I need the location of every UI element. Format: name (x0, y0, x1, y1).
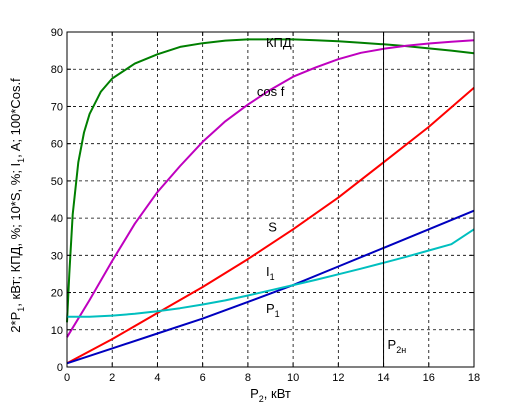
series-label: S (268, 220, 277, 235)
plot-background (67, 32, 474, 367)
x-tick-label: 6 (200, 372, 206, 384)
series-label: КПД (266, 35, 292, 50)
y-tick-label: 90 (51, 27, 63, 39)
x-tick-label: 14 (377, 372, 389, 384)
series-label: P1 (266, 301, 280, 319)
series-label: cos f (257, 84, 285, 99)
x-axis-label: P2, кВт (250, 386, 291, 404)
rated-power-label: P2н (388, 337, 407, 355)
series-line-p1 (67, 228, 475, 318)
plot-frame (66, 31, 475, 368)
y-tick-label: 30 (51, 250, 63, 262)
y-axis-label: 2*P1, кВт; КПД, %; 10*S, %; I1, A; 100*C… (8, 78, 26, 333)
y-tick-label: 50 (51, 176, 63, 188)
series-line-кпд (66, 38, 475, 323)
y-tick-label: 80 (51, 64, 63, 76)
x-tick-label: 8 (245, 372, 251, 384)
x-axis-ticks: 0 2 4 6 8 10 12 14 16 18 (64, 32, 480, 384)
series-line-cos-f (66, 39, 475, 338)
y-tick-label: 40 (51, 213, 63, 225)
y-tick-label: 60 (51, 139, 63, 151)
series-lines (66, 38, 475, 365)
x-tick-label: 2 (109, 372, 115, 384)
x-tick-label: 0 (64, 372, 70, 384)
series-line-s (66, 87, 475, 365)
y-tick-label: 20 (51, 288, 63, 300)
x-tick-label: 18 (468, 372, 480, 384)
x-tick-label: 4 (154, 372, 160, 384)
series-labels: КПД cos f S I1 P1 (257, 35, 292, 319)
x-tick-label: 10 (287, 372, 299, 384)
x-tick-label: 16 (423, 372, 435, 384)
y-tick-label: 70 (51, 101, 63, 113)
y-tick-label: 10 (51, 325, 63, 337)
series-line-i1 (66, 209, 475, 365)
y-axis-ticks: 0 10 20 30 40 50 60 70 80 90 (51, 27, 474, 374)
x-tick-label: 12 (332, 372, 344, 384)
series-label: I1 (266, 264, 275, 282)
y-tick-label: 0 (57, 362, 63, 374)
